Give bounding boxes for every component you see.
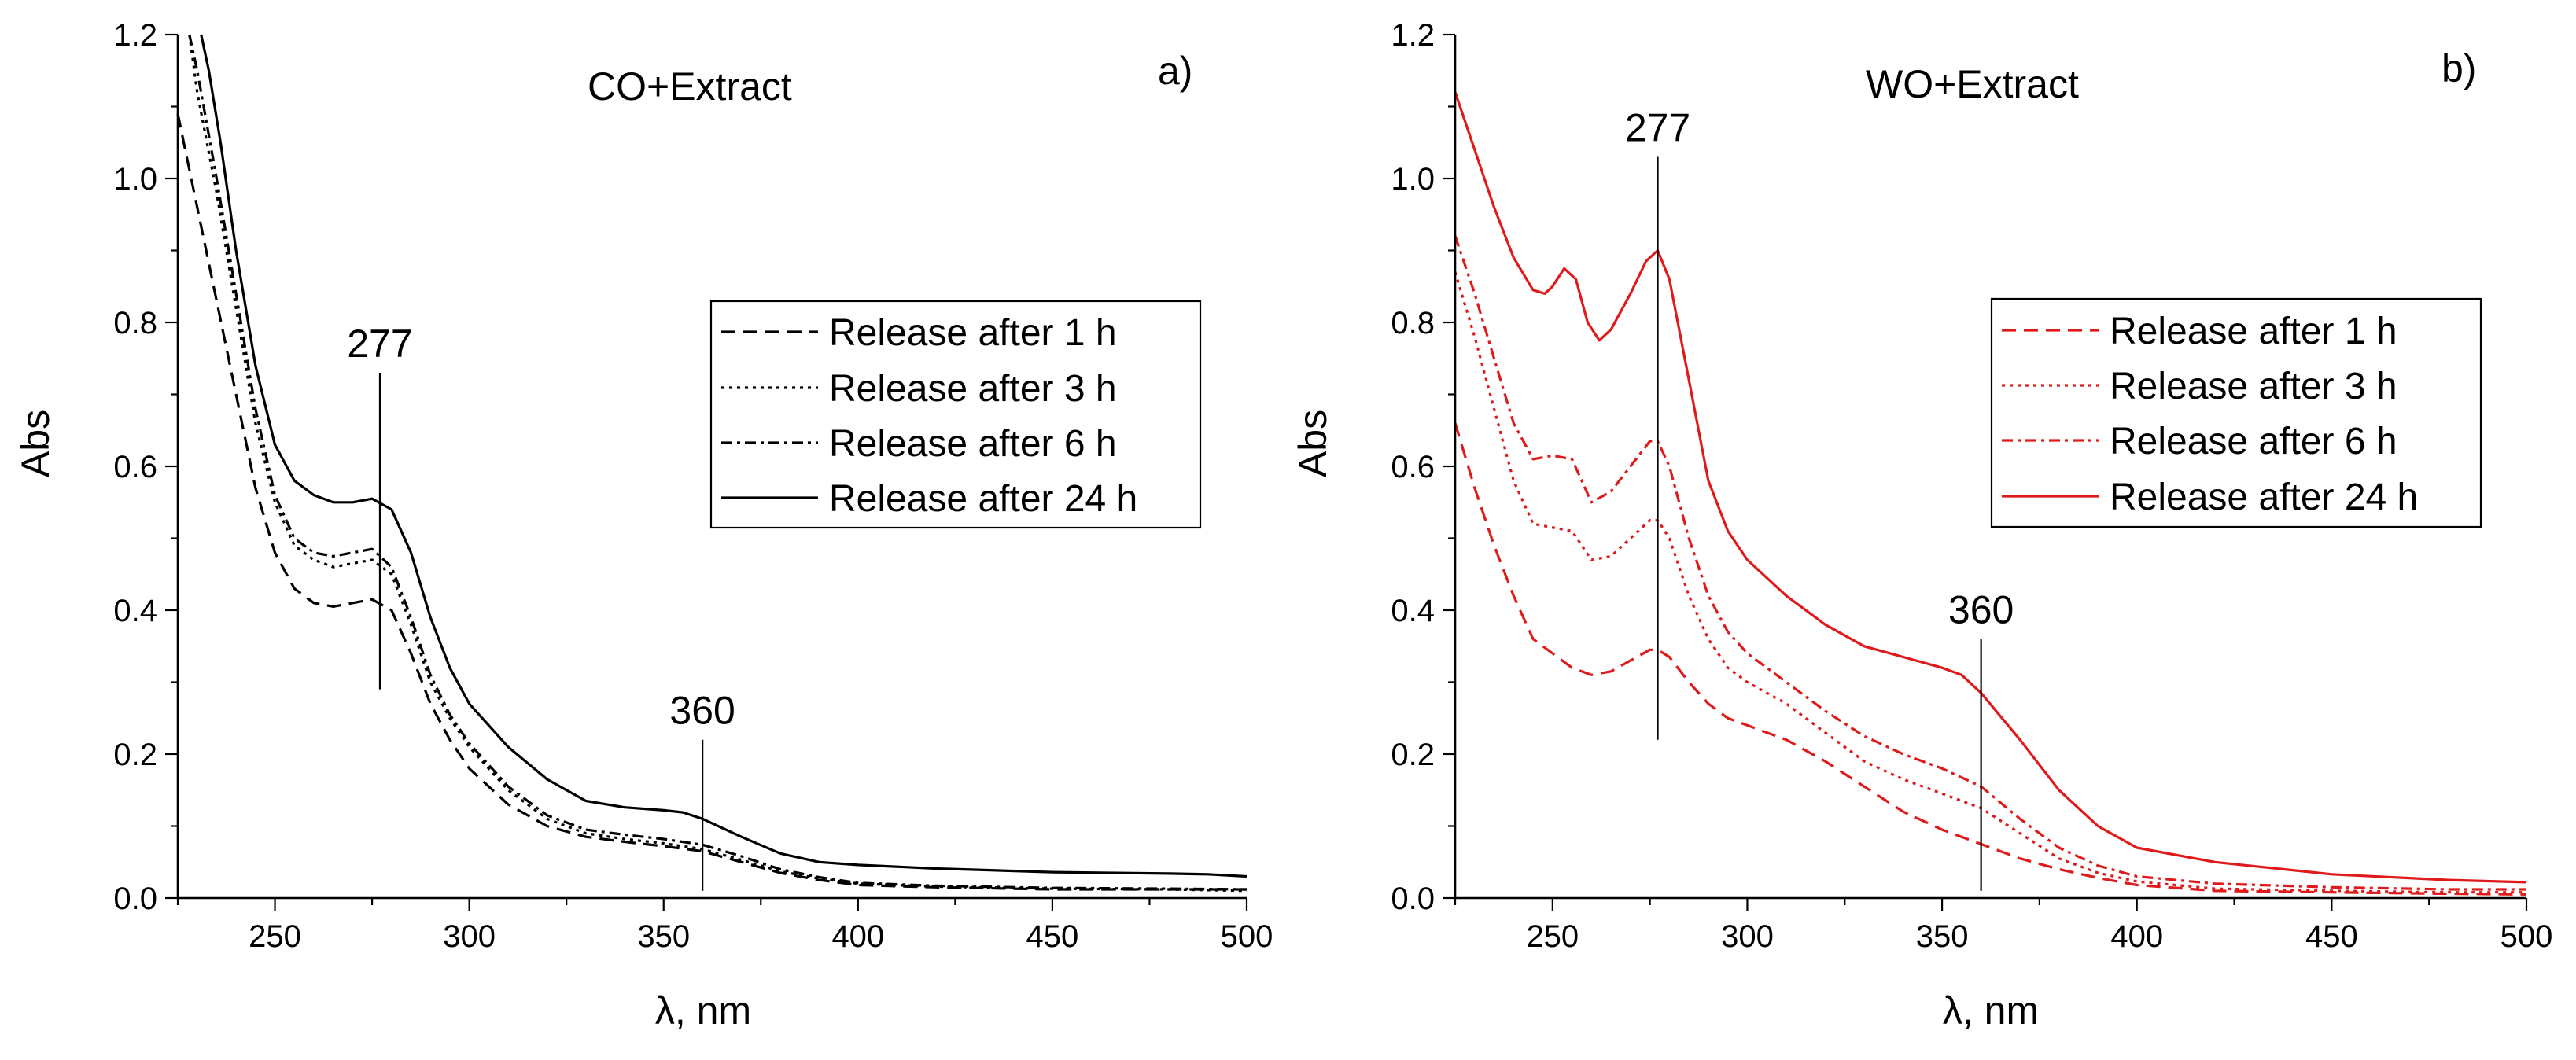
panel-b-x-tick-label: 450 — [2305, 919, 2358, 954]
panel-a-y-tick-label: 0.6 — [113, 450, 157, 484]
panel-b-legend-label-6h: Release after 6 h — [2110, 421, 2397, 462]
panel-a-annotation-label-277: 277 — [347, 322, 412, 366]
panel-a-y-tick-label: 0.4 — [113, 594, 157, 628]
panel-b-y-tick-label: 0.2 — [1391, 738, 1435, 772]
panel-b-x-tick-label: 350 — [1916, 919, 1969, 954]
panel-a-series-release-after-6-h — [188, 34, 1247, 891]
panel-a-annotation-label-360: 360 — [669, 689, 735, 733]
panel-a-x-tick-label: 250 — [249, 919, 301, 954]
panel-b-annotation-label-360: 360 — [1948, 588, 2014, 632]
panel-b-legend: Release after 1 h Release after 3 h Rele… — [1990, 297, 2482, 528]
panel-b-y-tick-label: 0.4 — [1391, 594, 1435, 628]
panel-a-ticks: 250 300 350 400 450 500 0.0 0.2 0.4 0.6 0.8 1.0 1.2 — [113, 18, 1273, 954]
panel-b-x-tick-label: 250 — [1526, 919, 1579, 954]
panel-a-series-release-after-24-h — [200, 34, 1247, 878]
chart-panel-a: 277 360 250 300 350 400 450 500 0.0 0.2 0.4 0.6 0.8… — [13, 18, 1273, 1032]
panel-b-series-layer — [1454, 91, 2527, 896]
panel-b-y-tick-label: 0.0 — [1391, 881, 1435, 916]
panel-b-y-tick-label: 1.0 — [1391, 162, 1435, 197]
panel-a-y-tick-label: 0.8 — [113, 306, 157, 340]
panel-a-legend-label-6h: Release after 6 h — [829, 423, 1117, 465]
panel-b-x-tick-label: 400 — [2110, 919, 2163, 954]
panel-b-y-tick-label: 1.2 — [1391, 18, 1435, 53]
panel-a-x-tick-label: 450 — [1026, 919, 1079, 954]
panel-b-annotations: 277 360 — [1625, 106, 2014, 891]
chart-panel-b: 277 360 250 300 350 400 450 500 0.0 0.2 0.4 0.6 0.8… — [1291, 18, 2552, 1032]
panel-b-y-tick-label: 0.6 — [1391, 450, 1435, 484]
panel-a-y-tick-label: 0.2 — [113, 738, 157, 772]
panel-b-x-tick-label: 300 — [1721, 919, 1774, 954]
panel-a-ylabel: Abs — [13, 410, 57, 477]
panel-b-series-release-after-6-h — [1454, 235, 2526, 891]
panel-a-series-release-after-1-h — [176, 113, 1247, 891]
panel-a-x-tick-label: 400 — [831, 919, 884, 954]
panel-b-legend-box — [1990, 297, 2482, 528]
panel-b-y-tick-label: 0.8 — [1391, 306, 1435, 340]
panel-b-xlabel: λ, nm — [1943, 988, 2039, 1032]
panel-a-y-tick-label: 0.0 — [113, 881, 157, 916]
panel-b-ylabel: Abs — [1291, 410, 1335, 477]
panel-a-y-tick-label: 1.0 — [113, 162, 157, 197]
panel-a-legend-label-24h: Release after 24 h — [829, 478, 1137, 520]
panel-b-label: b) — [2441, 46, 2476, 90]
panel-a-legend-label-3h: Release after 3 h — [829, 368, 1117, 410]
panel-a-annotations: 277 360 — [347, 322, 735, 891]
panel-a-y-tick-label: 1.2 — [113, 18, 157, 53]
panel-a-legend-label-1h: Release after 1 h — [829, 312, 1117, 354]
panel-a-label: a) — [1158, 49, 1192, 93]
panel-a-x-tick-label: 300 — [443, 919, 496, 954]
panel-b-legend-label-3h: Release after 3 h — [2110, 366, 2397, 407]
panel-a-xlabel: λ, nm — [655, 988, 751, 1032]
panel-a-legend: Release after 1 h Release after 3 h Rele… — [709, 300, 1202, 529]
panel-b-series-release-after-1-h — [1454, 422, 2527, 896]
panel-b-title: WO+Extract — [1866, 62, 2079, 106]
panel-a-title: CO+Extract — [588, 64, 792, 109]
panel-a-x-tick-label: 350 — [637, 919, 690, 954]
panel-a-series-layer — [176, 34, 1247, 893]
panel-a-x-tick-label: 500 — [1221, 919, 1273, 954]
panel-a-legend-box — [709, 300, 1202, 529]
panel-a-series-release-after-3-h — [188, 34, 1247, 893]
panel-b-legend-label-1h: Release after 1 h — [2110, 311, 2397, 352]
panel-b-x-tick-label: 500 — [2500, 919, 2553, 954]
panel-b-ticks: 250 300 350 400 450 500 0.0 0.2 0.4 0.6 0.8 1.0 1.2 — [1391, 18, 2552, 954]
panel-b-annotation-label-277: 277 — [1625, 106, 1690, 150]
panel-b-series-release-after-3-h — [1454, 271, 2526, 894]
panel-b-legend-label-24h: Release after 24 h — [2110, 477, 2418, 518]
panel-b-series-release-after-24-h — [1454, 91, 2527, 884]
